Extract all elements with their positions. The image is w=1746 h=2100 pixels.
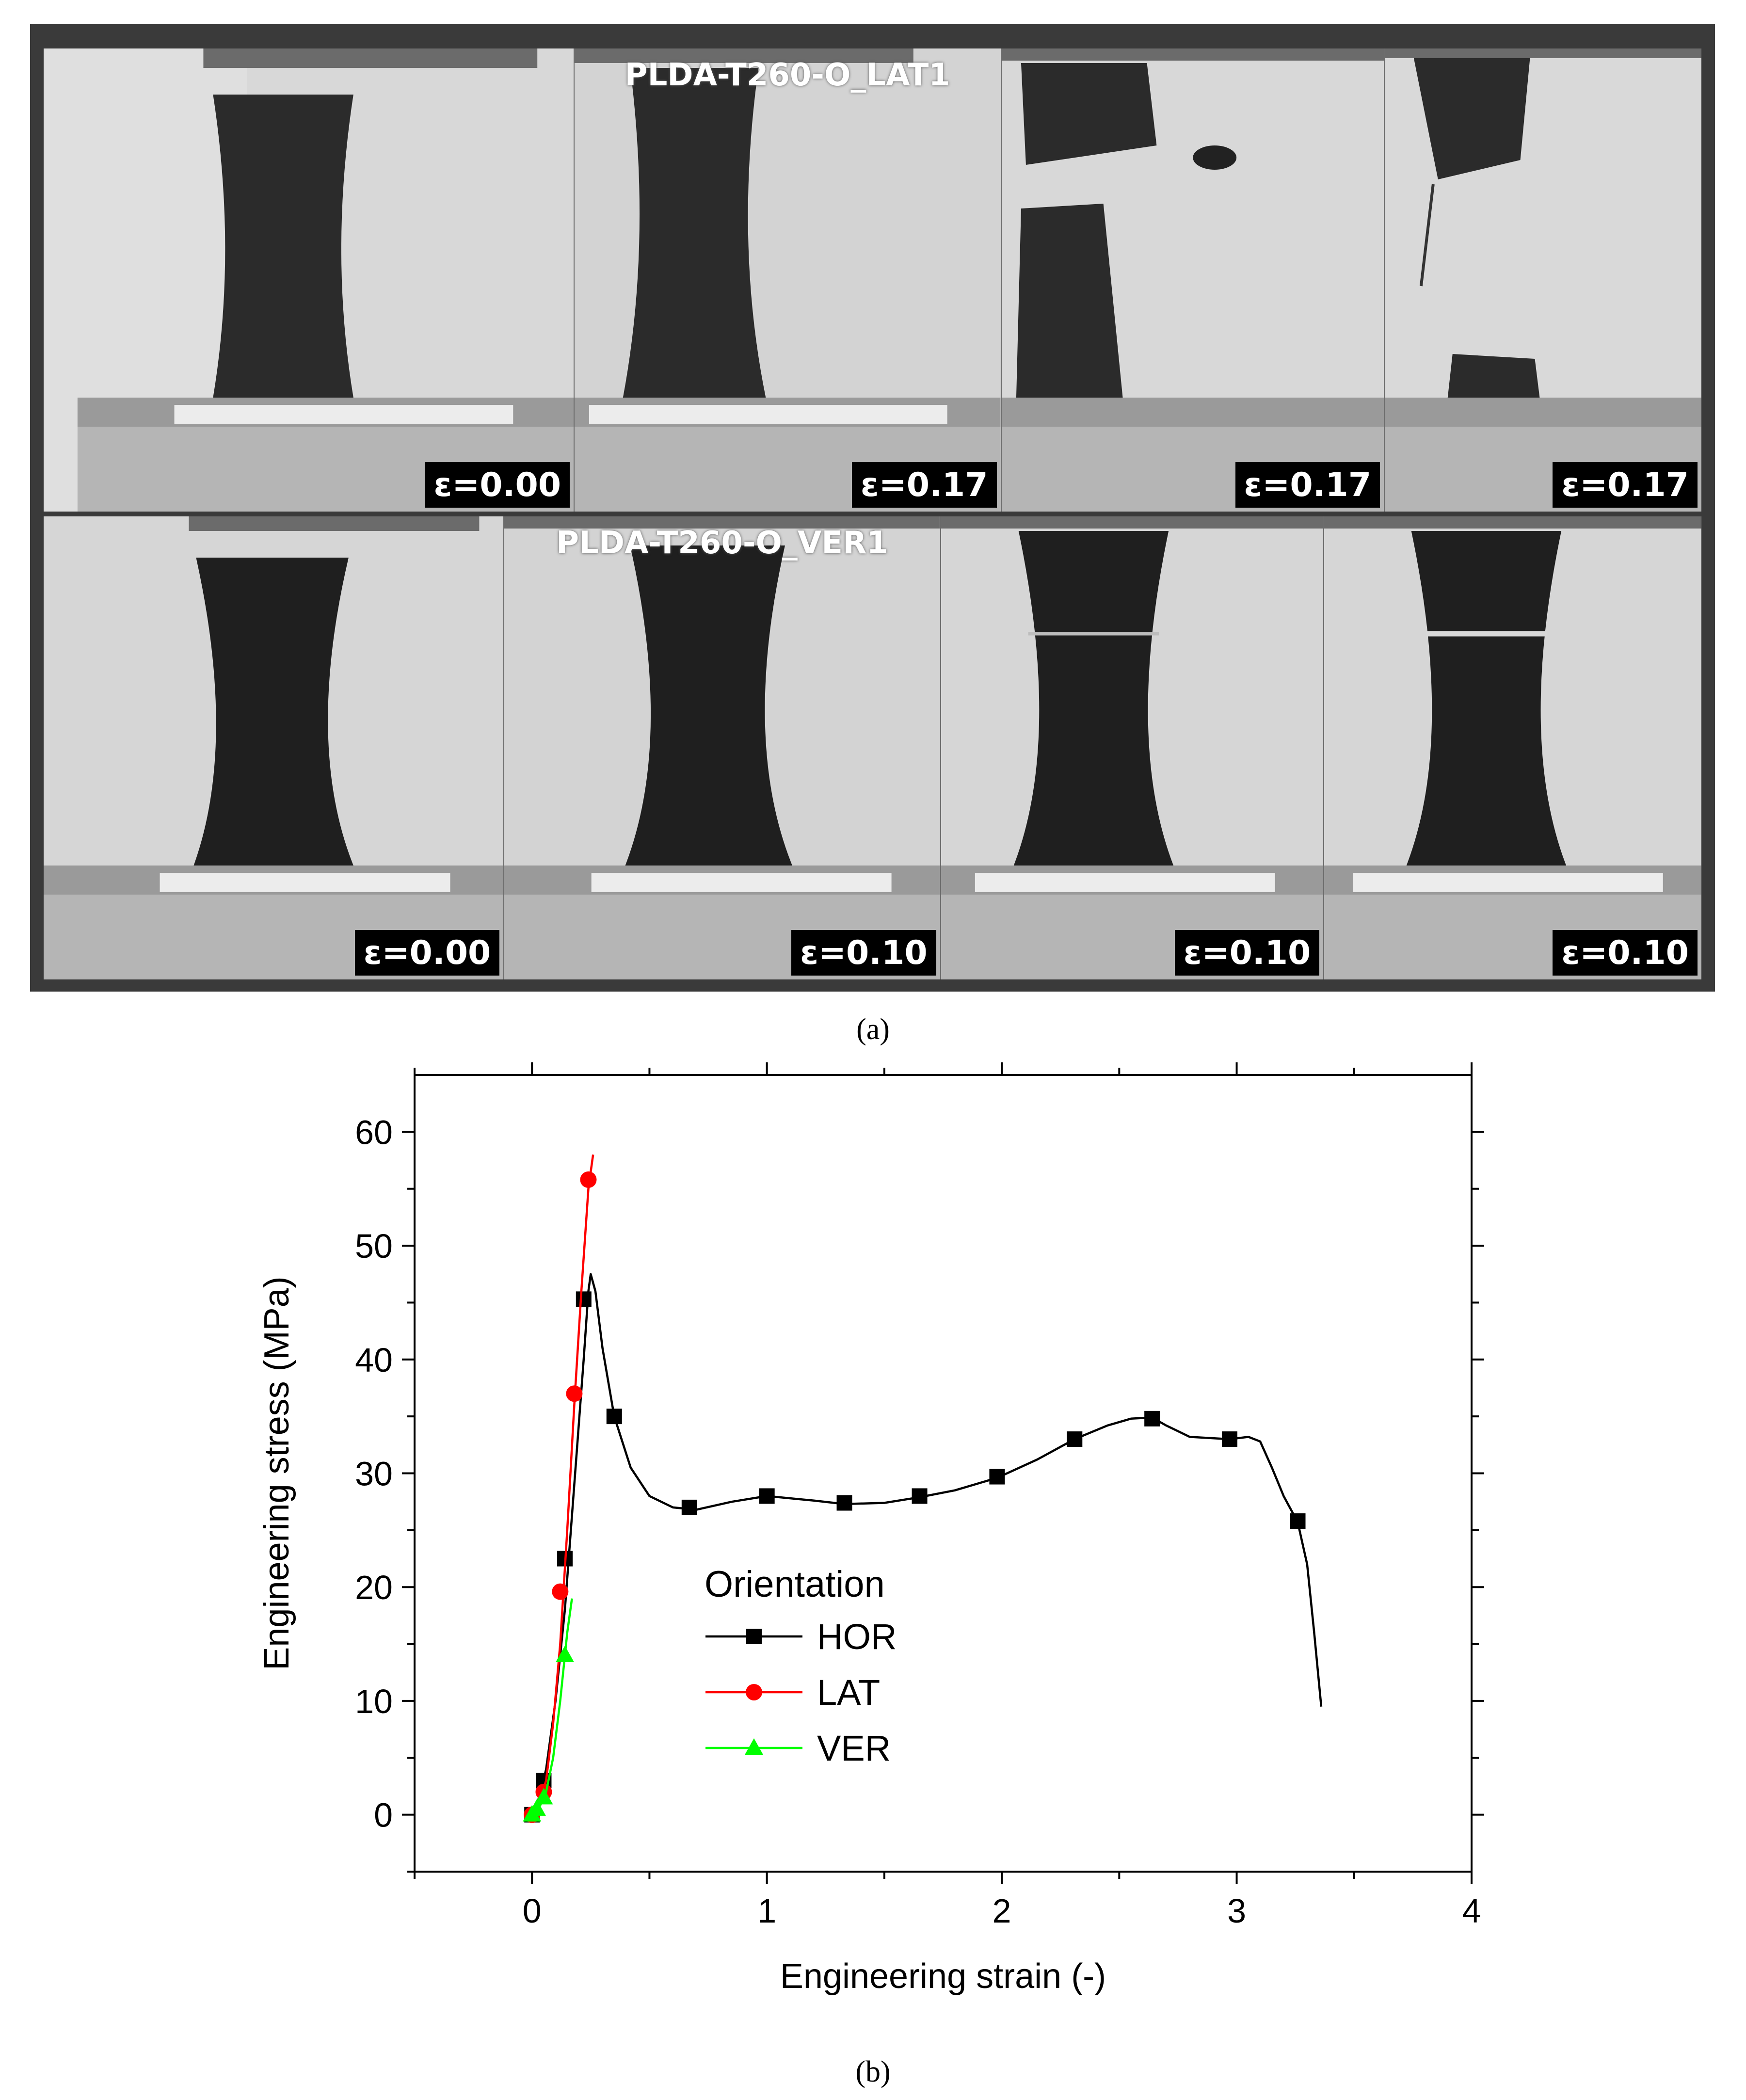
- series-lat: [524, 1154, 597, 1823]
- legend-marker-hor: [746, 1629, 762, 1644]
- x-tick-label: 1: [757, 1892, 776, 1930]
- photo-frame: ε=0.17: [1384, 48, 1701, 512]
- y-tick-label: 30: [355, 1455, 393, 1493]
- data-point-hor: [576, 1291, 592, 1307]
- plot-frame: [414, 1074, 1473, 1873]
- legend-marker-ver: [745, 1738, 763, 1755]
- strain-label: ε=0.17: [1553, 462, 1698, 508]
- strain-label: ε=0.00: [425, 462, 570, 508]
- chart-series: [523, 1154, 1323, 1823]
- y-tick-label: 60: [355, 1113, 393, 1151]
- x-tick-label: 2: [993, 1892, 1011, 1930]
- legend-title: Orientation: [705, 1564, 885, 1605]
- strain-label: ε=0.00: [354, 930, 500, 976]
- data-point-lat: [580, 1171, 597, 1188]
- y-axis-title: Engineering stress (MPa): [257, 1276, 296, 1670]
- legend-label-ver: VER: [817, 1728, 891, 1768]
- photo-frame: ε=0.10: [1323, 516, 1701, 979]
- data-point-ver: [556, 1646, 575, 1663]
- specimen-fracture-photo: [1385, 48, 1701, 512]
- y-tick-label: 50: [355, 1227, 393, 1265]
- series-line-lat: [531, 1154, 594, 1815]
- data-point-hor: [1144, 1411, 1160, 1427]
- photo-frame: ε=0.17: [1000, 48, 1384, 512]
- specimen-stretched-photo: [504, 516, 940, 979]
- y-tick-label: 10: [355, 1683, 393, 1720]
- photo-frame: ε=0.00: [44, 516, 504, 979]
- series-ver: [523, 1598, 575, 1822]
- legend-label-hor: HOR: [817, 1617, 897, 1657]
- data-point-ver: [527, 1799, 546, 1816]
- specimen-crack-photo: [1324, 516, 1701, 979]
- series-hor: [524, 1273, 1323, 1823]
- photo-frame: PLDA-T260-O_LAT1 ε=0.17: [574, 48, 1001, 512]
- caption-a: (a): [856, 1013, 890, 1046]
- data-point-hor: [1290, 1513, 1306, 1529]
- series-line-hor: [531, 1273, 1323, 1815]
- chart-legend: Orientation HOR LAT VER: [705, 1564, 897, 1768]
- data-point-lat: [552, 1583, 569, 1600]
- photo-row-ver: ε=0.00 PLDA-T260-O_VER1 ε=0.10: [44, 516, 1701, 979]
- caption-b: (b): [855, 2055, 891, 2088]
- strain-label: ε=0.10: [1174, 930, 1320, 976]
- data-point-hor: [989, 1469, 1005, 1485]
- photo-row-lat: ε=0.00 PLDA-T260-O_LAT1 ε=0.17: [44, 48, 1701, 512]
- photo-frame: ε=0.00: [44, 48, 574, 512]
- photo-panel: ε=0.00 PLDA-T260-O_LAT1 ε=0.17: [30, 24, 1715, 992]
- strain-label: ε=0.17: [1235, 462, 1380, 508]
- y-tick-label: 0: [374, 1796, 393, 1834]
- strain-label: ε=0.10: [1553, 930, 1698, 976]
- data-point-ver: [534, 1788, 553, 1805]
- data-point-hor: [759, 1488, 775, 1504]
- legend-marker-lat: [746, 1684, 762, 1700]
- specimen-fracture-photo: [1001, 48, 1384, 512]
- data-point-hor: [606, 1409, 622, 1425]
- data-point-hor: [1067, 1431, 1083, 1447]
- legend-label-lat: LAT: [817, 1672, 880, 1713]
- specimen-intact-photo: [44, 48, 574, 512]
- photo-frame: PLDA-T260-O_VER1 ε=0.10: [503, 516, 940, 979]
- data-point-hor: [1222, 1431, 1238, 1447]
- strain-label: ε=0.10: [791, 930, 936, 976]
- x-tick-label: 3: [1227, 1892, 1246, 1930]
- y-tick-label: 40: [355, 1341, 393, 1379]
- data-point-hor: [681, 1499, 697, 1515]
- y-tick-label: 20: [355, 1569, 393, 1606]
- photo-frame: ε=0.10: [940, 516, 1324, 979]
- x-tick-label: 0: [523, 1892, 542, 1930]
- x-axis-title: Engineering strain (-): [780, 1957, 1106, 1996]
- specimen-intact-photo: [44, 516, 504, 979]
- x-tick-label: 4: [1462, 1892, 1481, 1930]
- specimen-crack-photo: [941, 516, 1324, 979]
- specimen-stretched-photo: [575, 48, 1001, 512]
- data-point-hor: [912, 1488, 928, 1504]
- strain-label: ε=0.17: [851, 462, 997, 508]
- data-point-lat: [566, 1385, 583, 1402]
- data-point-hor: [836, 1495, 852, 1511]
